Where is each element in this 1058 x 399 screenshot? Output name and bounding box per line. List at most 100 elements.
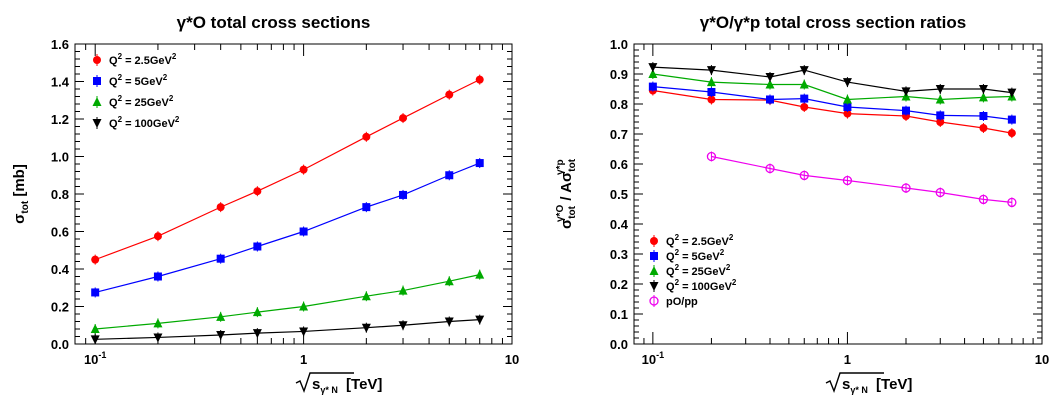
data-point	[1007, 115, 1016, 124]
data-point	[901, 87, 911, 97]
series-1	[91, 158, 484, 298]
series-3	[90, 314, 485, 345]
data-point	[253, 242, 262, 251]
data-point	[445, 171, 454, 180]
data-point	[842, 78, 852, 88]
data-point	[361, 323, 371, 333]
legend-entry: pO/pp	[666, 296, 698, 308]
legend-entry: Q2 = 100GeV2	[109, 115, 180, 130]
legend-entry: Q2 = 25GeV2	[109, 94, 174, 109]
legend-marker	[93, 56, 101, 64]
data-point	[253, 187, 262, 196]
data-point	[90, 335, 100, 345]
data-point	[475, 315, 485, 325]
series-4	[706, 151, 1017, 208]
sqrt-sign	[295, 372, 354, 394]
data-point	[765, 73, 775, 82]
series-3	[648, 62, 1017, 98]
ratio-chart: γ*O/γ*p total cross section ratios 0.0 0.1…	[529, 0, 1058, 399]
legend-marker	[92, 119, 102, 128]
data-point	[706, 66, 716, 76]
data-point	[1007, 88, 1017, 98]
y-tick-label: 0.4	[610, 217, 629, 232]
y-tick-label: 0.2	[51, 300, 69, 315]
y-tick-label: 0.3	[610, 247, 628, 262]
data-point	[706, 77, 716, 87]
data-point	[299, 165, 308, 174]
data-point	[399, 190, 408, 199]
data-point	[153, 272, 162, 281]
chart-title: γ*O total cross sections	[177, 13, 371, 32]
cross-section-chart-svg: γ*O total cross sections 0.0 0.2 0.4 0.6 0.8 1…	[11, 13, 519, 395]
data-point	[361, 291, 371, 301]
y-tick-label: 1.4	[51, 75, 70, 90]
chart-title: γ*O/γ*p total cross section ratios	[700, 13, 966, 32]
data-point	[153, 318, 163, 328]
y-tick-label: 0.7	[610, 127, 628, 142]
x-tick-label: 10-1	[84, 350, 106, 367]
data-point	[362, 203, 371, 212]
x-axis-label: sγ* N [TeV]	[825, 372, 912, 395]
y-tick-label: 0.6	[51, 225, 69, 240]
data-point	[765, 163, 775, 174]
data-point	[1007, 129, 1016, 138]
data-point	[799, 66, 809, 76]
legend-marker	[649, 282, 659, 291]
data-point	[1007, 197, 1017, 208]
series-2	[90, 269, 485, 334]
series-line	[652, 89, 1012, 134]
y-tick-label: 0.4	[51, 262, 70, 277]
legend-marker	[650, 252, 658, 260]
data-point	[398, 321, 408, 331]
legend-marker	[649, 266, 659, 275]
data-point	[299, 227, 308, 236]
data-point	[766, 95, 774, 104]
data-point	[935, 85, 945, 94]
y-tick-label: 0.5	[610, 187, 628, 202]
data-point	[842, 175, 853, 186]
data-point	[398, 285, 408, 295]
legend-entry: Q2 = 2.5GeV2	[666, 233, 734, 248]
y-tick-label: 1.6	[51, 37, 69, 52]
data-point	[153, 232, 162, 241]
x-tick-label: 10	[1035, 352, 1049, 367]
legend-entry: Q2 = 2.5GeV2	[109, 52, 177, 67]
ratio-chart-svg: γ*O/γ*p total cross section ratios 0.0 0.1…	[555, 13, 1049, 395]
y-axis-label-text: σtot [mb]	[11, 164, 31, 224]
data-point	[444, 317, 454, 327]
data-point	[299, 301, 309, 311]
y-tick-label: 0.0	[610, 337, 628, 352]
y-tick-label: 1.0	[610, 37, 628, 52]
data-point	[843, 103, 852, 111]
data-point	[800, 103, 809, 111]
y-tick-label: 0.8	[51, 187, 69, 202]
data-point	[362, 132, 371, 141]
data-point	[706, 151, 717, 162]
data-point	[399, 114, 408, 123]
y-tick-label: 0.6	[610, 157, 628, 172]
data-point	[252, 329, 262, 339]
y-tick-label: 0.8	[610, 97, 628, 112]
legend-marker	[650, 237, 658, 245]
data-point	[901, 183, 911, 193]
cross-section-chart: γ*O total cross sections 0.0 0.2 0.4 0.6 0.8 1…	[11, 13, 519, 395]
y-tick-label: 1.2	[51, 112, 69, 127]
series-line	[95, 162, 480, 294]
data-point	[216, 254, 225, 263]
data-point	[475, 159, 484, 168]
data-point	[799, 170, 809, 181]
series-line	[95, 319, 480, 340]
series-1	[648, 81, 1016, 125]
data-point	[935, 187, 945, 198]
x-tick-label: 10-1	[642, 350, 664, 367]
series-line	[652, 86, 1012, 121]
data-point	[707, 88, 716, 96]
data-point	[444, 276, 454, 286]
x-tick-label: 10	[505, 352, 519, 367]
y-axis-label: σtot [mb]	[11, 164, 31, 224]
data-point	[153, 333, 163, 343]
legend-entry: Q2 = 5GeV2	[666, 248, 725, 263]
data-point	[978, 194, 989, 205]
